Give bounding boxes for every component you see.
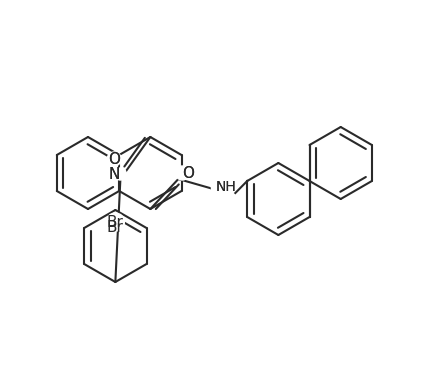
Text: NH: NH xyxy=(216,180,236,194)
Circle shape xyxy=(107,213,124,231)
Text: NH: NH xyxy=(216,180,236,194)
Circle shape xyxy=(176,166,189,180)
Text: N: N xyxy=(109,167,120,181)
Text: N: N xyxy=(109,167,120,181)
Circle shape xyxy=(107,152,121,166)
Text: O: O xyxy=(108,151,120,167)
Text: Br: Br xyxy=(107,220,124,235)
Text: O: O xyxy=(182,165,195,181)
Circle shape xyxy=(115,168,126,180)
Text: O: O xyxy=(182,165,195,181)
Circle shape xyxy=(211,177,232,197)
Text: O: O xyxy=(108,151,120,167)
Text: Br: Br xyxy=(107,214,124,230)
